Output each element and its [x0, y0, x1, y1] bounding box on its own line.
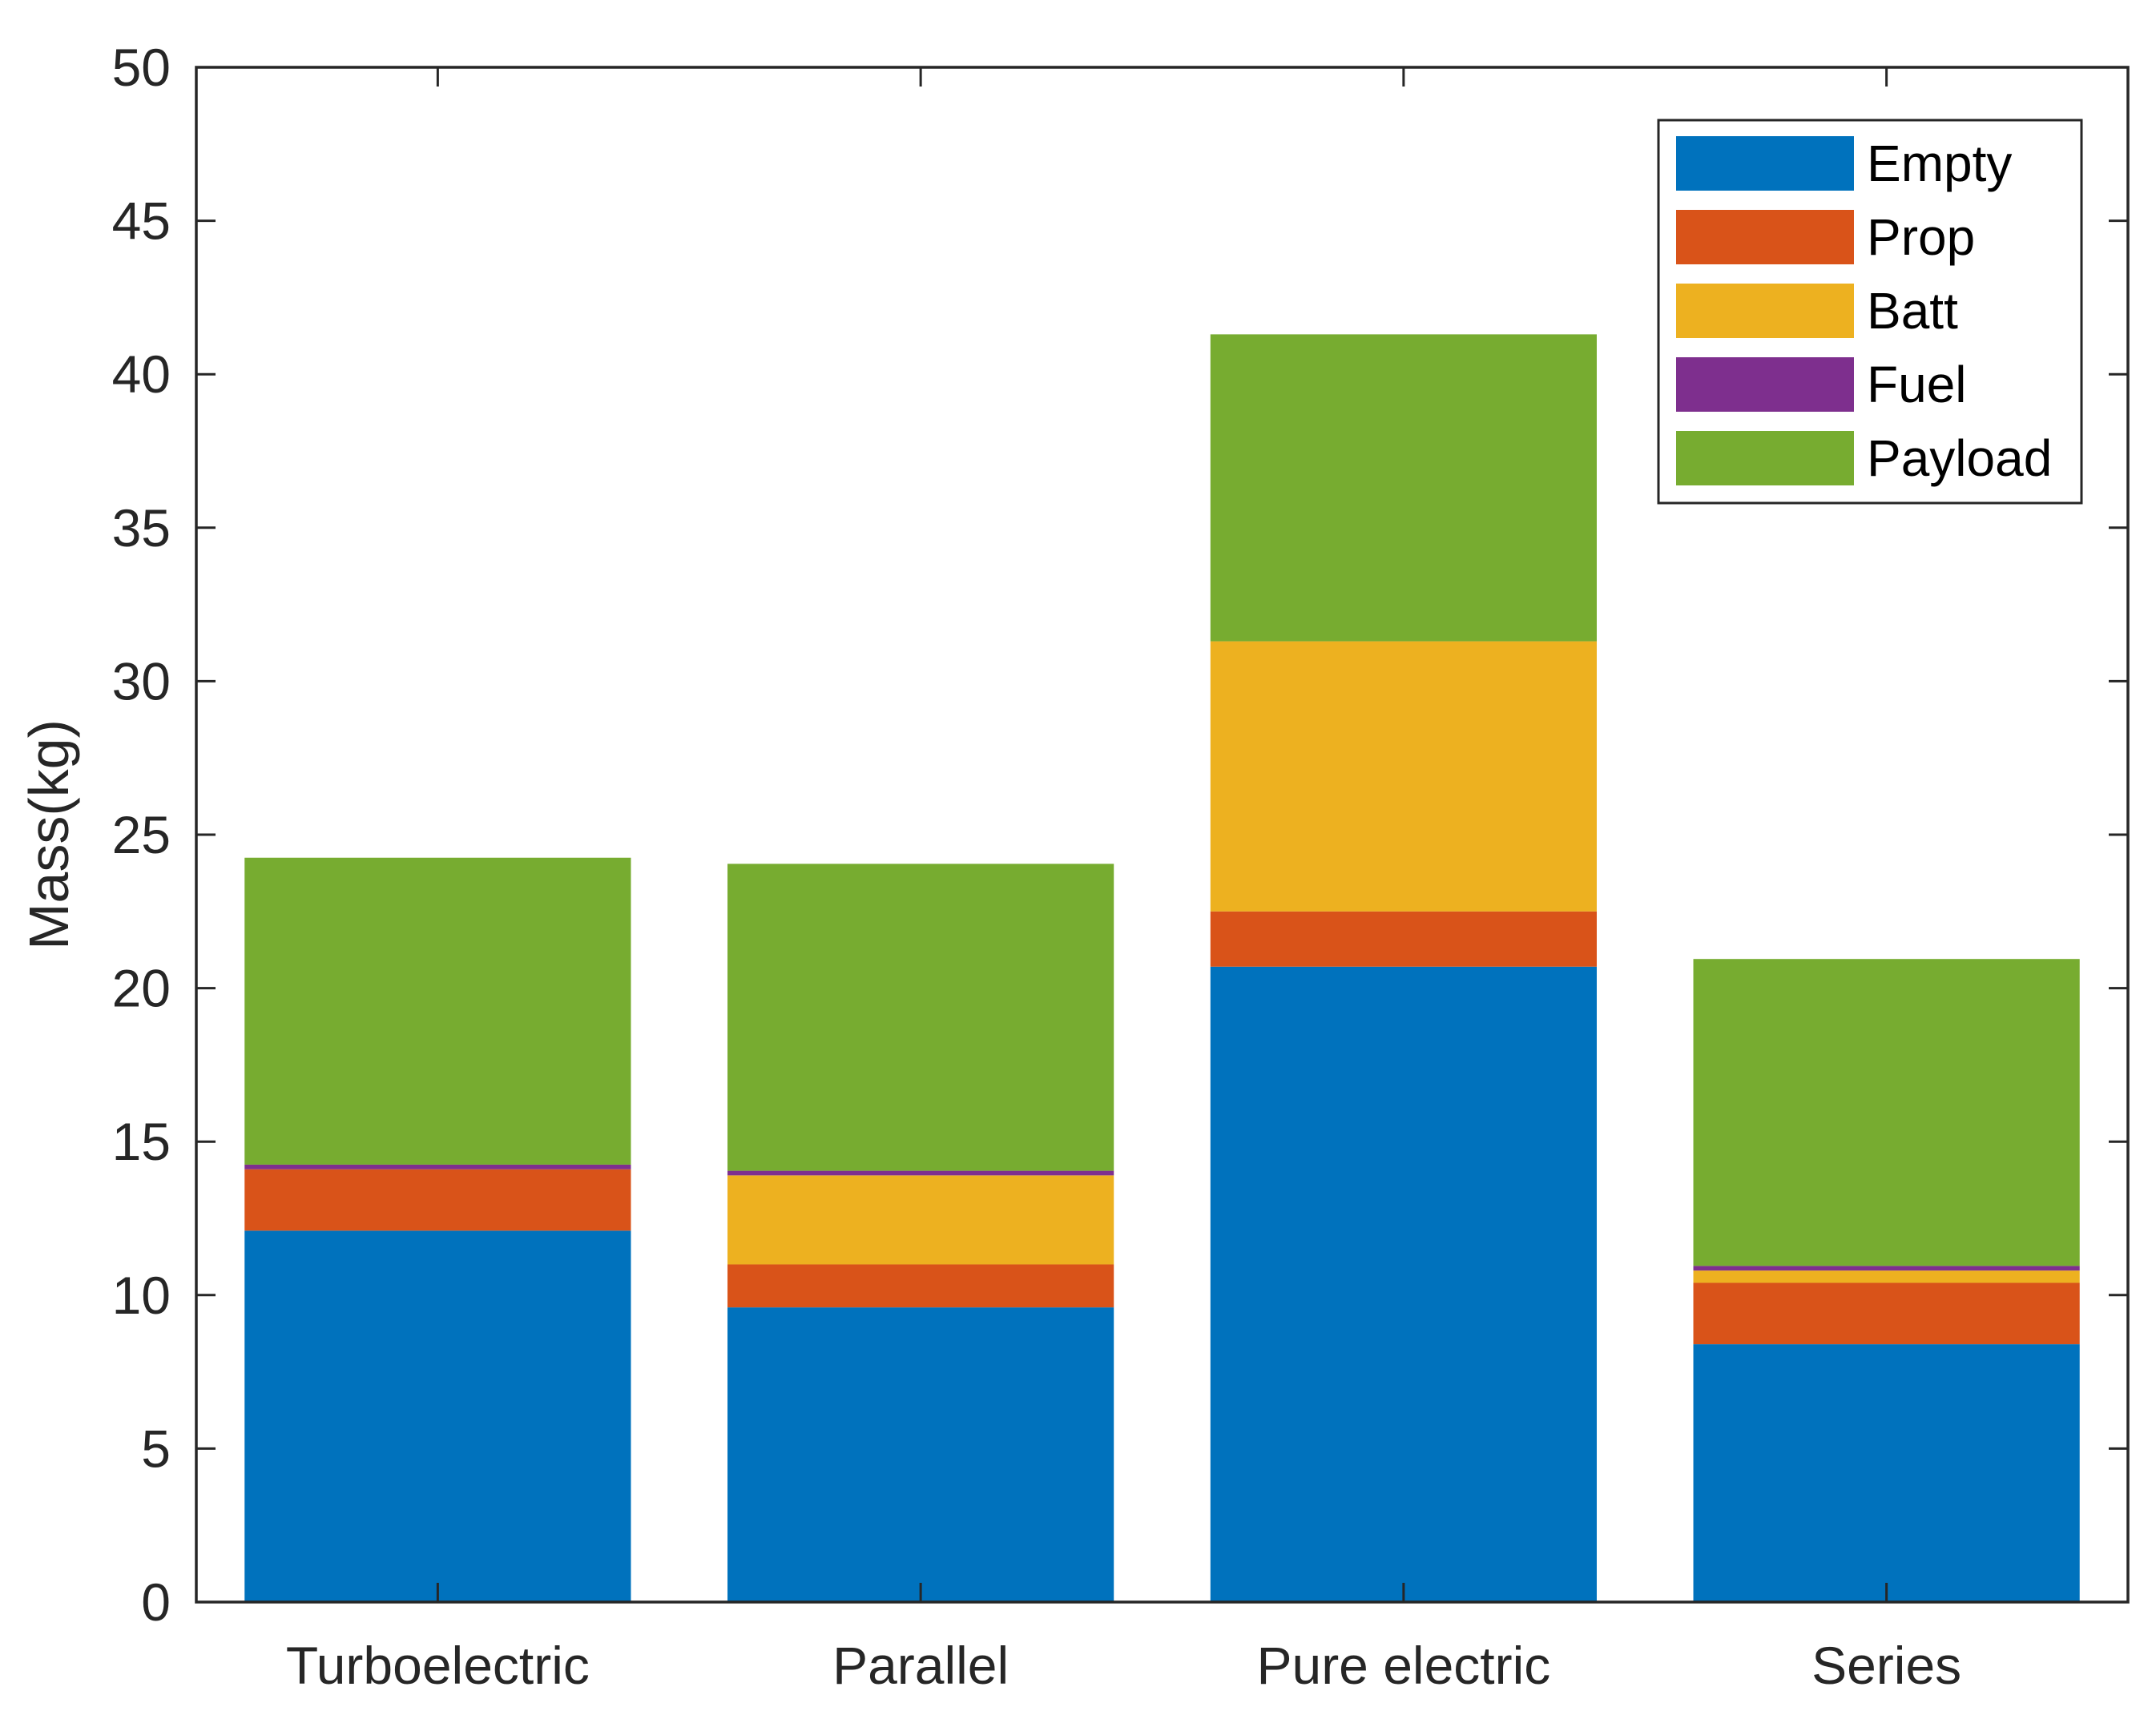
- y-tick-label: 35: [112, 498, 171, 558]
- legend-swatch-batt: [1676, 284, 1854, 338]
- bar-prop-series: [1693, 1282, 2080, 1345]
- y-tick-label: 40: [112, 344, 171, 404]
- y-tick-label: 50: [112, 38, 171, 97]
- axes-box: [195, 66, 2130, 1604]
- bar-empty-pure-electric: [1210, 966, 1597, 1602]
- bar-prop-pure-electric: [1210, 911, 1597, 967]
- x-tick-label: Series: [1811, 1636, 1961, 1695]
- bars-layer: [244, 334, 2080, 1602]
- y-tick-label: 0: [141, 1572, 171, 1632]
- bar-batt-series: [1693, 1270, 2080, 1283]
- bar-prop-turboelectric: [244, 1169, 631, 1231]
- legend-label-prop: Prop: [1867, 208, 1975, 266]
- bar-empty-parallel: [727, 1307, 1114, 1602]
- labels-layer: Turboelectric Parallel Pure electric Series…: [18, 38, 1961, 1695]
- bar-empty-turboelectric: [244, 1230, 631, 1602]
- legend: Empty Prop Batt Fuel Payload: [1657, 119, 2083, 505]
- y-tick-label: 45: [112, 191, 171, 251]
- bar-fuel-turboelectric: [244, 1164, 631, 1170]
- legend-swatch-prop: [1676, 210, 1854, 264]
- legend-swatch-payload: [1676, 431, 1854, 485]
- y-tick-label: 5: [141, 1419, 171, 1478]
- bar-payload-parallel: [727, 864, 1114, 1171]
- bar-fuel-series: [1693, 1266, 2080, 1271]
- bar-fuel-parallel: [727, 1170, 1114, 1176]
- legend-label-fuel: Fuel: [1867, 356, 1967, 413]
- legend-label-empty: Empty: [1867, 135, 2012, 192]
- axes-layer: [195, 66, 2130, 1604]
- bar-payload-pure-electric: [1210, 334, 1597, 642]
- y-axis-label: Mass(kg): [18, 719, 80, 950]
- bar-batt-pure-electric: [1210, 641, 1597, 912]
- y-tick-label: 20: [112, 959, 171, 1018]
- legend-swatch-fuel: [1676, 357, 1854, 412]
- bar-payload-series: [1693, 959, 2080, 1266]
- bar-payload-turboelectric: [244, 857, 631, 1165]
- legend-swatch-empty: [1676, 136, 1854, 191]
- legend-label-payload: Payload: [1867, 429, 2052, 487]
- bar-empty-series: [1693, 1344, 2080, 1602]
- bar-prop-parallel: [727, 1264, 1114, 1308]
- y-tick-label: 30: [112, 651, 171, 711]
- y-tick-label: 15: [112, 1112, 171, 1171]
- bar-batt-parallel: [727, 1175, 1114, 1265]
- y-tick-label: 10: [112, 1266, 171, 1325]
- legend-label-batt: Batt: [1867, 282, 1958, 340]
- x-tick-label: Parallel: [832, 1636, 1009, 1695]
- x-tick-label: Turboelectric: [286, 1636, 590, 1695]
- y-tick-label: 25: [112, 805, 171, 864]
- x-tick-label: Pure electric: [1256, 1636, 1550, 1695]
